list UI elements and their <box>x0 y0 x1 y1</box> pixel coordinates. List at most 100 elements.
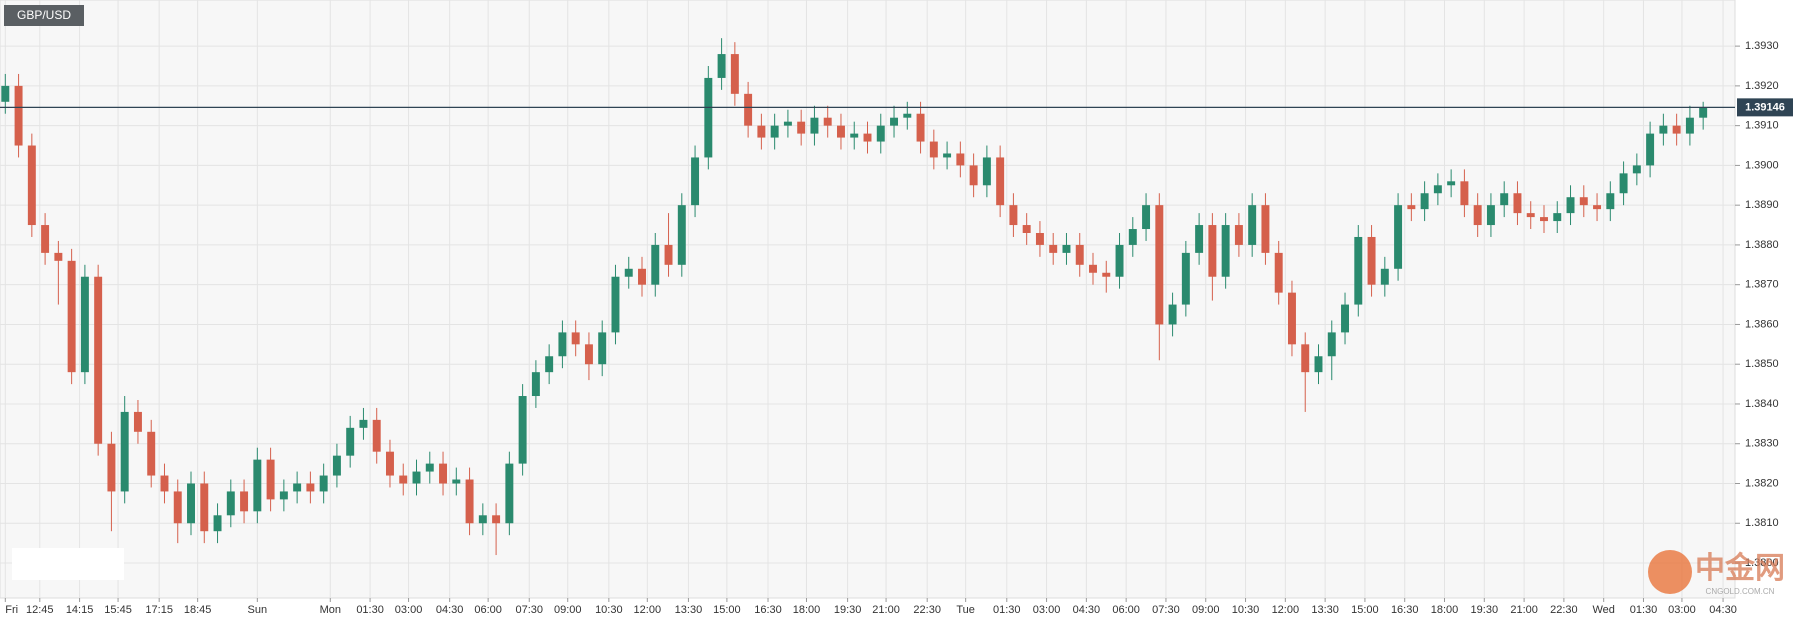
candle-body <box>478 515 487 524</box>
candle-body <box>439 463 448 484</box>
x-tick-label: 03:00 <box>395 604 423 616</box>
labels: 1.3800 1.3810 1.3820 1.3830 1.3840 1.3850 1.38… <box>0 40 1793 616</box>
candle-body <box>836 125 845 138</box>
candle-body <box>372 419 381 452</box>
candle-body <box>293 483 302 492</box>
candle-body <box>465 479 474 524</box>
candle-body <box>704 77 713 158</box>
candle-body <box>1606 193 1615 210</box>
x-tick-label: 13:30 <box>675 604 703 616</box>
x-tick-label: 03:00 <box>1668 604 1696 616</box>
candle-body <box>1062 244 1071 253</box>
x-tick-label: 17:15 <box>145 604 173 616</box>
last-price-box <box>1737 98 1793 117</box>
candle-body <box>1327 332 1336 357</box>
candle-body <box>1208 225 1217 277</box>
candle-body <box>1367 236 1376 285</box>
candle-body <box>1155 205 1164 325</box>
candle-body <box>200 483 209 532</box>
y-tick-label: 1.3820 <box>1745 477 1779 489</box>
candle-body <box>1261 205 1270 253</box>
candle-body <box>14 85 23 146</box>
candle-body <box>1341 304 1350 333</box>
candle-body <box>797 121 806 134</box>
candle-body <box>783 121 792 126</box>
candle-body <box>120 411 129 492</box>
x-tick-label: 06:00 <box>474 604 502 616</box>
candle-body <box>677 205 686 265</box>
x-tick-label: 15:00 <box>1351 604 1379 616</box>
candle-body <box>996 157 1005 206</box>
y-tick-label: 1.3830 <box>1745 438 1779 450</box>
y-tick-label: 1.3840 <box>1745 398 1779 410</box>
x-tick-label: 10:30 <box>1232 604 1260 616</box>
candle-body <box>492 515 501 524</box>
candle-body <box>1447 181 1456 186</box>
candle-body <box>956 153 965 166</box>
symbol: GBP/USD <box>17 8 71 22</box>
candle-body <box>1009 205 1018 226</box>
x-tick-label: 04:30 <box>1709 604 1737 616</box>
candle-body <box>823 117 832 126</box>
candle-body <box>1513 193 1522 214</box>
candle-body <box>744 93 753 126</box>
candle-body <box>187 483 195 524</box>
y-tick-label: 1.3880 <box>1745 239 1779 251</box>
candle-body <box>876 125 885 142</box>
x-tick-label: 22:30 <box>913 604 941 616</box>
candle-body <box>1433 185 1442 194</box>
x-tick-label: 09:00 <box>554 604 582 616</box>
candle-body <box>1659 125 1668 134</box>
symbol-badge <box>4 5 84 26</box>
candle-body <box>452 479 461 484</box>
candle-body <box>240 491 249 512</box>
candle-body <box>505 463 514 524</box>
candle-body <box>1022 225 1031 233</box>
candle-body <box>1089 264 1097 273</box>
last-price-label: 1.39146 <box>1745 101 1785 113</box>
x-tick-label: 21:00 <box>1510 604 1538 616</box>
candle-body <box>770 125 779 138</box>
candle-body <box>319 475 328 492</box>
candle-body <box>1274 252 1283 293</box>
candle-body <box>133 411 142 432</box>
y-tick-label: 1.3850 <box>1745 358 1779 370</box>
candle-body <box>863 133 872 142</box>
candle-body <box>757 125 766 138</box>
candle-body <box>1049 244 1058 253</box>
candle-body <box>691 157 700 206</box>
candle-body <box>810 117 819 134</box>
candle-body <box>1 85 10 102</box>
x-tick-label: Wed <box>1592 604 1614 616</box>
candle-body <box>226 491 235 516</box>
candle-body <box>1579 197 1588 206</box>
candle-body <box>279 491 288 500</box>
candle-body <box>982 157 991 186</box>
candle-body <box>1075 244 1084 265</box>
candle-body <box>943 153 952 158</box>
grid <box>0 0 1735 598</box>
candle-body <box>531 372 540 397</box>
x-tick-label: 21:00 <box>872 604 900 616</box>
candle-body <box>929 141 938 158</box>
candle-body <box>1301 344 1310 373</box>
watermark-logo <box>1648 550 1692 594</box>
candle-body <box>266 459 275 500</box>
candle-body <box>385 451 394 476</box>
candle-body <box>1380 268 1389 285</box>
candle-body <box>1035 232 1044 245</box>
candle-body <box>1142 205 1151 230</box>
candle-body <box>1128 229 1137 245</box>
candle-body <box>1394 205 1403 269</box>
candle-body <box>253 459 262 512</box>
x-tick-label: 04:30 <box>436 604 464 616</box>
y-tick-label: 1.3930 <box>1745 40 1779 52</box>
candle-body <box>107 443 116 492</box>
x-tick-label: Sun <box>248 604 268 616</box>
x-tick-label: 18:00 <box>793 604 821 616</box>
candle-body <box>1460 181 1469 206</box>
x-tick-label: 14:15 <box>66 604 94 616</box>
candle-body <box>664 244 673 265</box>
candle-body <box>916 113 925 142</box>
x-tick-label: 07:30 <box>1152 604 1180 616</box>
